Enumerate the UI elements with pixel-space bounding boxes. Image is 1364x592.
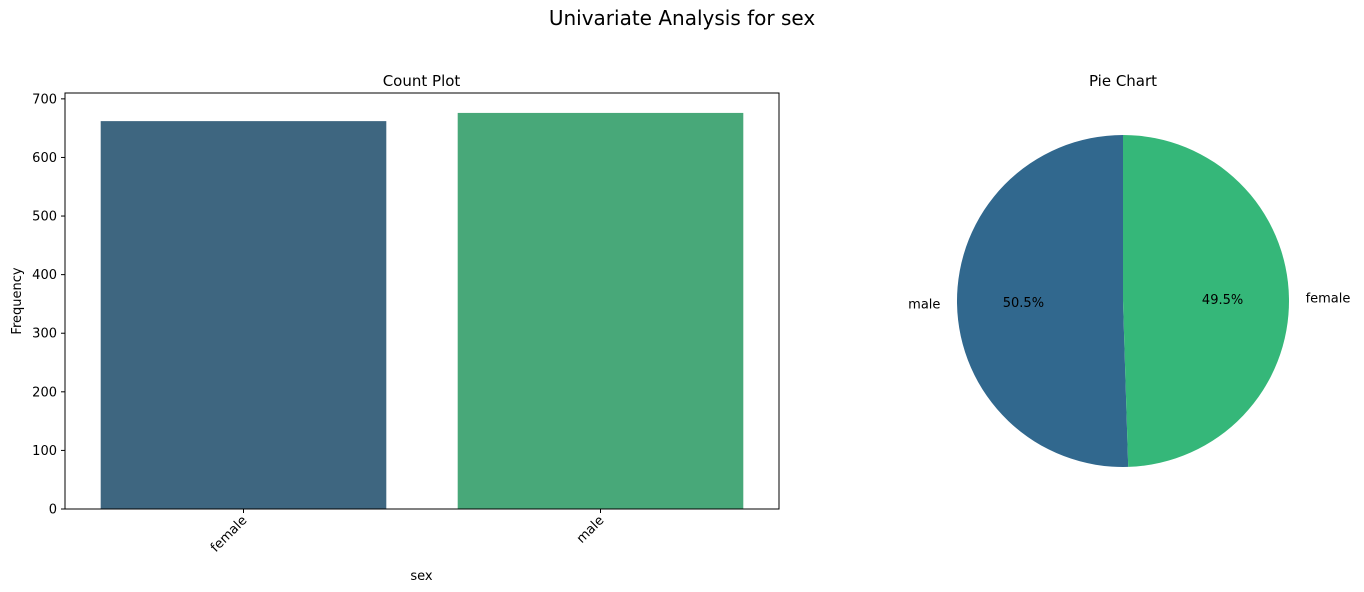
count-plot-panel: Count Plot female male 0 100 200 300 400 500 600…: [10, 72, 780, 584]
y-tick-label: 600: [32, 151, 57, 166]
count-plot-title: Count Plot: [383, 72, 461, 90]
x-tick-label: male: [574, 513, 607, 546]
y-tick-label: 400: [32, 268, 57, 283]
figure-title: Univariate Analysis for sex: [549, 6, 815, 30]
x-tick-label: female: [208, 513, 250, 555]
pie-label-female: female: [1306, 292, 1351, 307]
pie-pct-label: 49.5%: [1202, 293, 1243, 308]
x-axis-label: sex: [410, 569, 433, 584]
pie-pct-label: 50.5%: [1003, 296, 1044, 311]
bar-male: [457, 112, 744, 509]
y-tick-label: 0: [49, 503, 57, 518]
pie-label-male: male: [908, 297, 940, 312]
bar-female: [100, 121, 387, 509]
pie-slice-female: [1123, 135, 1289, 467]
y-tick-label: 100: [32, 444, 57, 459]
pie-plot-area: male 50.5% female 49.5%: [908, 135, 1351, 468]
plot-frame: [64, 92, 780, 510]
y-axis-label: Frequency: [10, 267, 25, 334]
y-tick-label: 700: [32, 92, 57, 107]
y-tick-label: 200: [32, 385, 57, 400]
count-plot-area: female male 0 100 200 300 400 500 600 700: [32, 92, 780, 556]
pie-chart-title: Pie Chart: [1089, 72, 1157, 90]
pie-slice-male: [956, 135, 1129, 468]
y-tick-label: 500: [32, 210, 57, 225]
y-tick-label: 300: [32, 327, 57, 342]
pie-chart-panel: Pie Chart male 50.5% female 49.5%: [908, 72, 1351, 468]
